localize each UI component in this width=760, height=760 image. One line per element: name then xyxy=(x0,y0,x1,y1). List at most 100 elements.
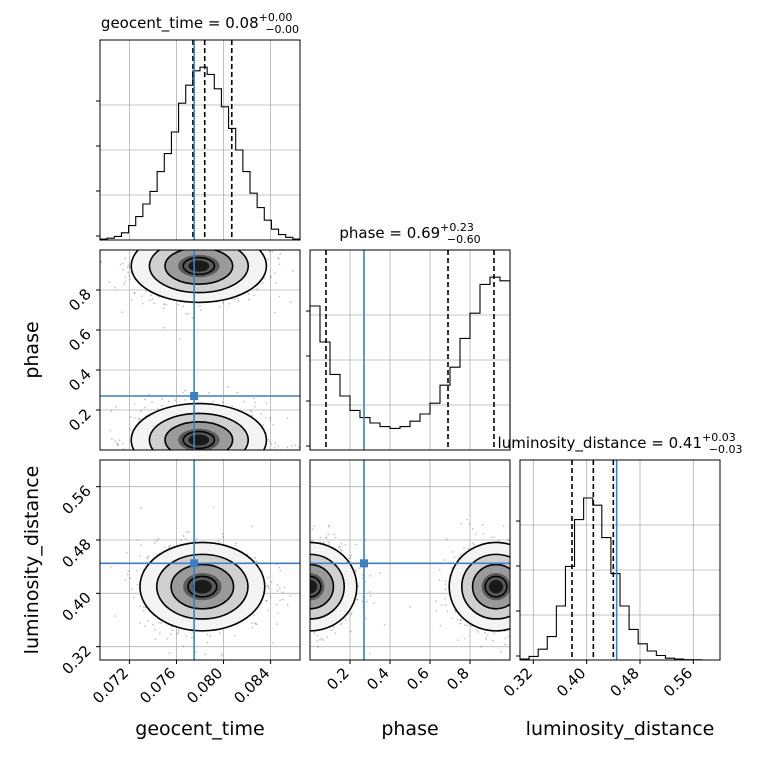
contour-line xyxy=(130,250,268,304)
sample-point xyxy=(190,636,193,639)
sample-point xyxy=(265,464,267,466)
sample-point xyxy=(206,245,208,247)
sample-point xyxy=(303,589,305,591)
sample-point xyxy=(174,399,176,402)
sample-point xyxy=(147,555,150,558)
sample-point xyxy=(132,596,135,599)
sample-point xyxy=(302,624,304,626)
sample-point xyxy=(301,601,303,603)
sample-point xyxy=(332,626,335,628)
sample-point xyxy=(274,442,277,445)
sample-point xyxy=(306,561,308,563)
sample-point xyxy=(167,478,169,480)
sample-point xyxy=(294,573,296,575)
sample-point xyxy=(295,591,297,593)
sample-point xyxy=(364,580,367,583)
sample-point xyxy=(215,246,217,248)
x-tick-label: 0.56 xyxy=(660,664,696,700)
sample-point xyxy=(518,626,520,628)
sample-point xyxy=(281,604,283,606)
sample-point xyxy=(297,574,299,576)
sample-point xyxy=(186,478,188,480)
sample-point xyxy=(165,456,167,458)
sample-point xyxy=(177,629,180,632)
sample-point xyxy=(273,608,275,610)
sample-point xyxy=(289,579,291,581)
sample-point xyxy=(198,305,201,308)
sample-point xyxy=(259,555,261,557)
title-text: luminosity_distance xyxy=(498,434,647,453)
sample-point xyxy=(214,246,216,248)
sample-point xyxy=(323,541,325,544)
sample-point xyxy=(297,582,299,584)
sample-point xyxy=(288,594,290,596)
sample-point xyxy=(124,578,127,581)
sample-point xyxy=(191,467,193,469)
sample-point xyxy=(144,406,146,409)
sample-point xyxy=(492,639,494,642)
sample-point xyxy=(349,630,352,633)
sample-point xyxy=(271,571,273,573)
sample-point xyxy=(527,577,529,579)
sample-point xyxy=(295,587,297,589)
sample-point xyxy=(303,617,305,619)
sample-point xyxy=(306,591,308,593)
sample-point xyxy=(205,458,207,460)
sample-point xyxy=(524,577,526,579)
sample-point xyxy=(282,555,284,557)
sample-point xyxy=(287,581,289,583)
sample-point xyxy=(237,452,239,454)
sample-point xyxy=(513,582,515,584)
sample-point xyxy=(188,451,190,453)
sample-point xyxy=(271,250,274,253)
sample-point xyxy=(212,456,214,458)
sample-point xyxy=(282,608,284,610)
sample-point xyxy=(292,616,294,618)
sample-point xyxy=(182,645,185,648)
sample-point xyxy=(440,604,443,607)
sample-point xyxy=(530,590,532,592)
sample-point xyxy=(251,626,254,629)
sample-point xyxy=(344,619,347,621)
sample-point xyxy=(307,594,309,596)
sample-point xyxy=(157,537,160,540)
sample-point xyxy=(517,589,519,591)
sample-point xyxy=(278,597,280,599)
sample-point xyxy=(535,590,537,592)
sample-point xyxy=(184,398,187,401)
sample-point xyxy=(301,595,303,597)
x-tick-label: 0.084 xyxy=(230,664,273,707)
sample-point xyxy=(511,568,513,570)
sample-point xyxy=(317,645,320,648)
sample-point xyxy=(288,626,290,628)
sample-point xyxy=(306,577,308,579)
sample-point xyxy=(195,453,197,455)
sample-point xyxy=(282,576,284,578)
sample-point xyxy=(521,573,523,575)
sample-point xyxy=(250,410,253,413)
sample-point xyxy=(139,544,142,547)
sample-point xyxy=(316,640,318,642)
sample-point xyxy=(166,638,169,640)
sample-point xyxy=(536,604,538,606)
sample-point xyxy=(288,589,290,591)
sample-point xyxy=(253,397,255,400)
sample-point xyxy=(308,564,310,566)
sample-point xyxy=(231,462,233,464)
sample-point xyxy=(285,587,287,589)
title-minus: −0.00 xyxy=(265,23,299,36)
sample-point xyxy=(507,635,509,638)
sample-point xyxy=(211,457,213,459)
sample-point xyxy=(268,440,271,443)
sample-point xyxy=(206,464,208,466)
sample-point xyxy=(291,588,293,590)
sample-point xyxy=(256,288,259,291)
sample-point xyxy=(212,506,215,509)
sample-point xyxy=(303,586,305,588)
sample-point xyxy=(542,592,544,594)
sample-point xyxy=(185,243,187,245)
sample-point xyxy=(182,452,184,454)
sample-point xyxy=(266,599,268,602)
y-axis-label: luminosity_distance xyxy=(21,466,43,655)
sample-point xyxy=(156,408,159,411)
